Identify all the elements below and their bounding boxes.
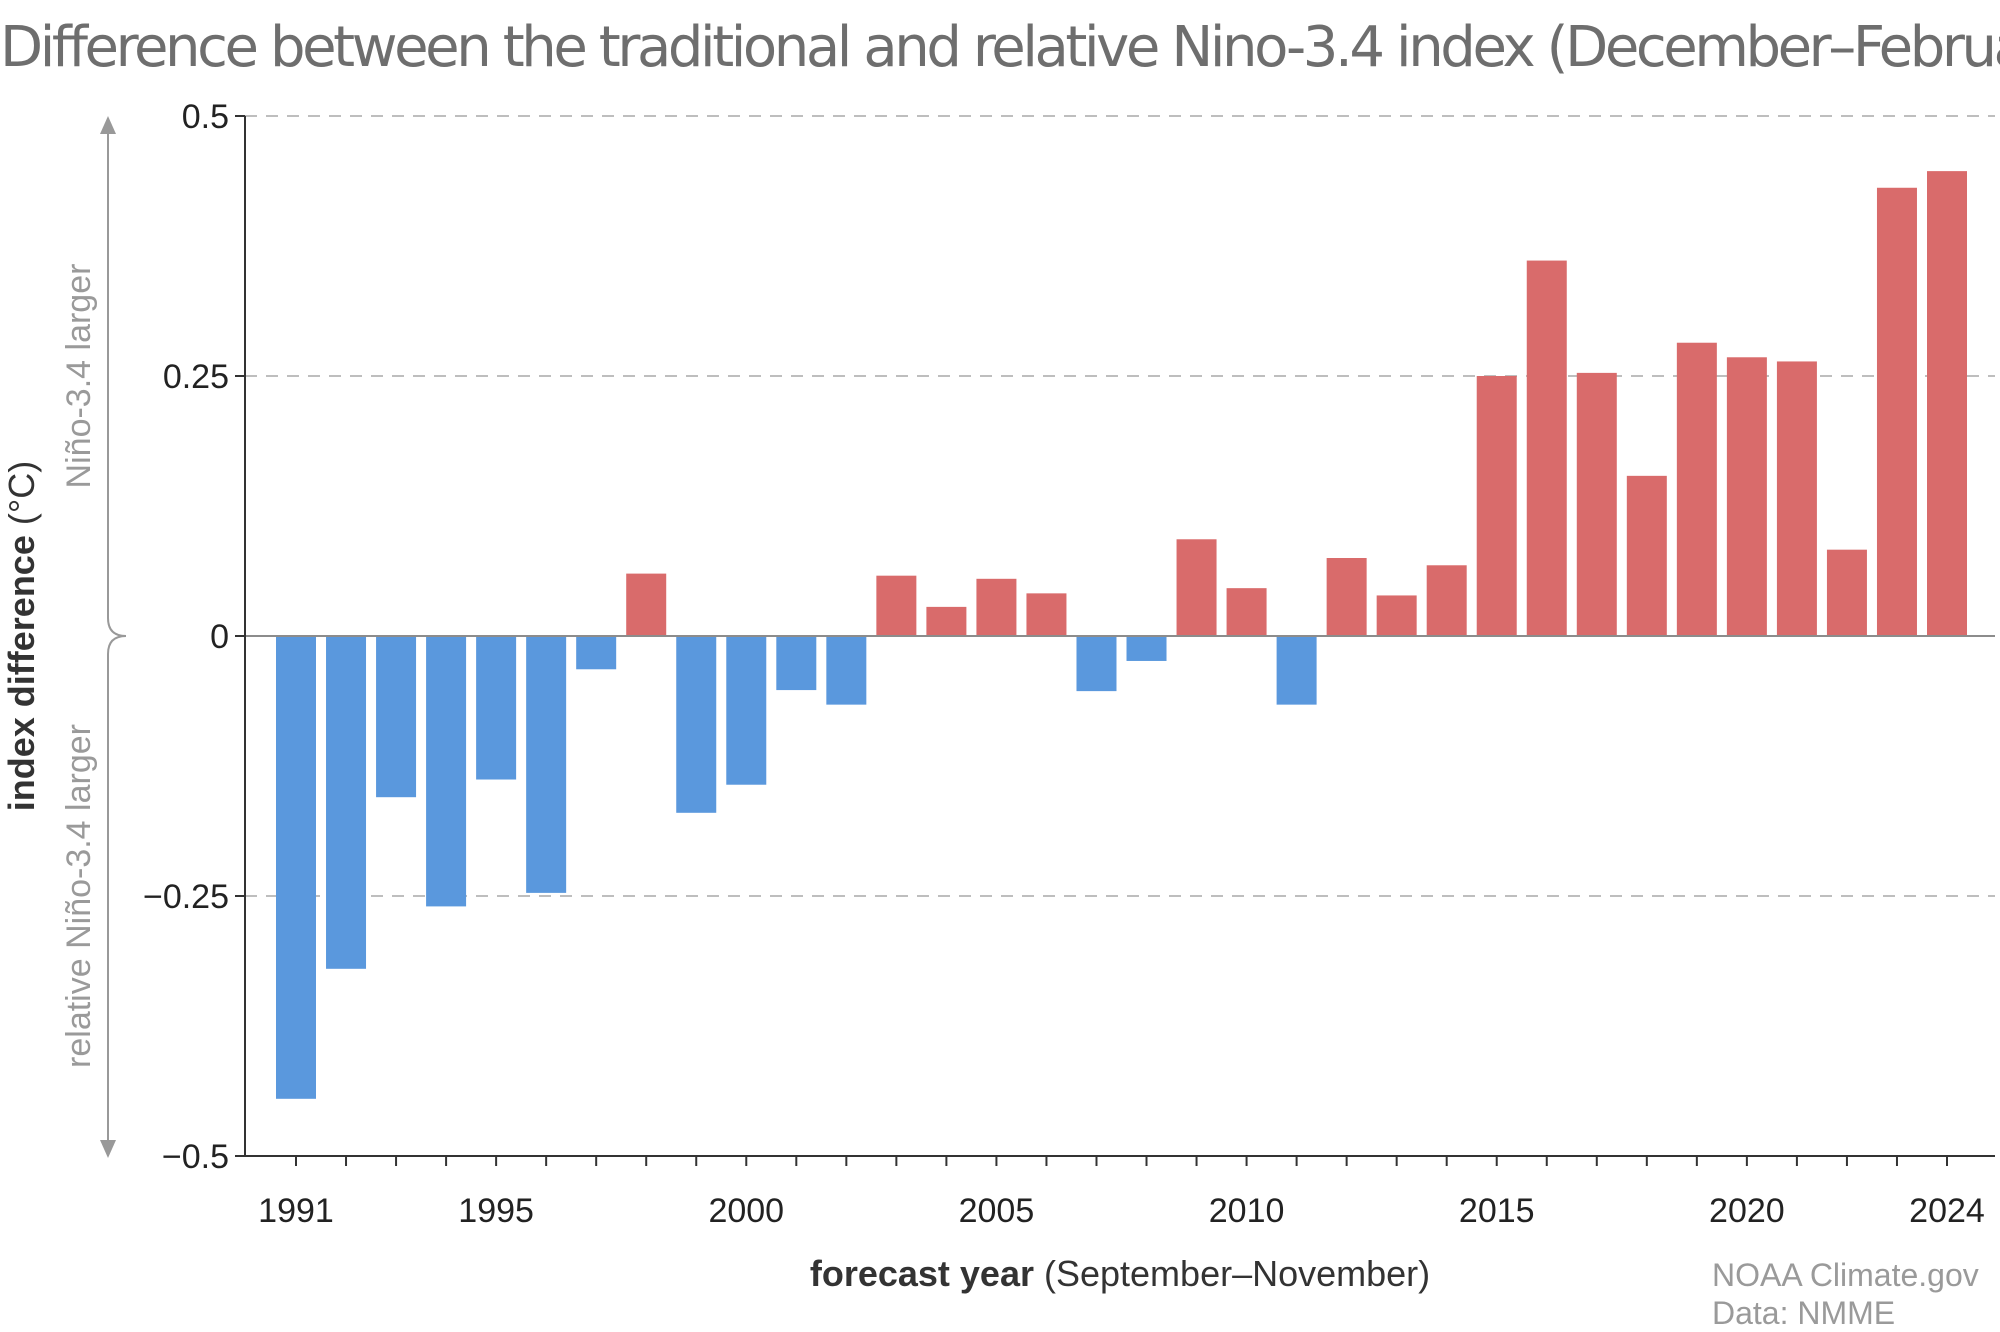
bar-2017 xyxy=(1576,372,1617,636)
bar-2022 xyxy=(1826,549,1867,636)
bar-1992 xyxy=(326,636,367,969)
bar-1994 xyxy=(426,636,467,907)
x-axis-ticks: 1991 1995 2000 2005 2010 2015 2020 2024 xyxy=(258,1156,1985,1230)
bar-2013 xyxy=(1376,595,1417,636)
bar-2016 xyxy=(1526,260,1567,636)
bar-1998 xyxy=(626,573,667,636)
bar-2004 xyxy=(926,606,967,636)
bar-2018 xyxy=(1626,475,1667,636)
bar-2003 xyxy=(876,575,917,636)
bar-2015 xyxy=(1476,376,1517,636)
x-tick-label: 2024 xyxy=(1909,1192,1985,1230)
x-tick-label: 1995 xyxy=(458,1192,534,1230)
bar-2021 xyxy=(1776,361,1817,636)
x-tick-label: 2010 xyxy=(1209,1192,1285,1230)
credit-data: Data: NMME xyxy=(1712,1295,1895,1331)
bar-1991 xyxy=(276,636,316,1099)
x-axis-label-bold: forecast year xyxy=(810,1253,1034,1294)
bar-2011 xyxy=(1276,636,1317,705)
bar-2020 xyxy=(1726,357,1767,636)
bar-2001 xyxy=(776,636,817,691)
bar-2012 xyxy=(1326,558,1367,636)
x-axis-label-season: (September–November) xyxy=(1034,1253,1430,1294)
y-tick-label: 0 xyxy=(210,618,229,656)
bar-1999 xyxy=(676,636,717,813)
upper-annotation: Niño-3.4 larger xyxy=(60,264,98,489)
bar-2007 xyxy=(1076,636,1117,692)
bar-1996 xyxy=(526,636,567,893)
bar-2019 xyxy=(1676,342,1717,636)
bar-1995 xyxy=(476,636,517,780)
bars xyxy=(276,171,1967,1099)
direction-arrows xyxy=(100,116,127,1158)
bar-2023 xyxy=(1876,187,1917,636)
y-tick-label: −0.5 xyxy=(162,1138,229,1176)
x-tick-label: 2000 xyxy=(708,1192,784,1230)
bar-2008 xyxy=(1126,636,1167,661)
y-axis-label-bold: index difference xyxy=(1,535,42,811)
chart-title: Difference between the traditional and r… xyxy=(0,15,2000,80)
x-tick-label: 2005 xyxy=(959,1192,1035,1230)
y-axis-ticks: 0.5 0.25 0 −0.25 −0.5 xyxy=(143,98,245,1176)
bar-2014 xyxy=(1426,565,1467,636)
credit-source: NOAA Climate.gov xyxy=(1712,1257,1979,1293)
y-tick-label: 0.5 xyxy=(182,98,229,136)
bar-2002 xyxy=(826,636,867,705)
bar-1997 xyxy=(576,636,617,670)
y-axis-label: index difference (°C) xyxy=(1,461,42,811)
lower-annotation: relative Niño-3.4 larger xyxy=(60,724,98,1068)
bar-1993 xyxy=(376,636,417,798)
y-tick-label: 0.25 xyxy=(163,358,229,396)
x-tick-label: 2015 xyxy=(1459,1192,1535,1230)
bar-2009 xyxy=(1176,539,1217,636)
bar-2000 xyxy=(726,636,767,785)
up-arrow-head xyxy=(100,116,116,134)
bar-2005 xyxy=(976,578,1017,636)
bar-2006 xyxy=(1026,593,1067,636)
bar-2024 xyxy=(1927,171,1967,636)
down-arrow-head xyxy=(100,1140,116,1158)
brace-icon xyxy=(107,617,127,655)
bar-2010 xyxy=(1226,588,1267,636)
y-tick-label: −0.25 xyxy=(143,878,229,916)
x-tick-label: 2020 xyxy=(1709,1192,1785,1230)
x-axis-label: forecast year (September–November) xyxy=(810,1253,1430,1294)
y-axis-label-unit: (°C) xyxy=(1,461,42,535)
x-tick-label: 1991 xyxy=(258,1192,334,1230)
